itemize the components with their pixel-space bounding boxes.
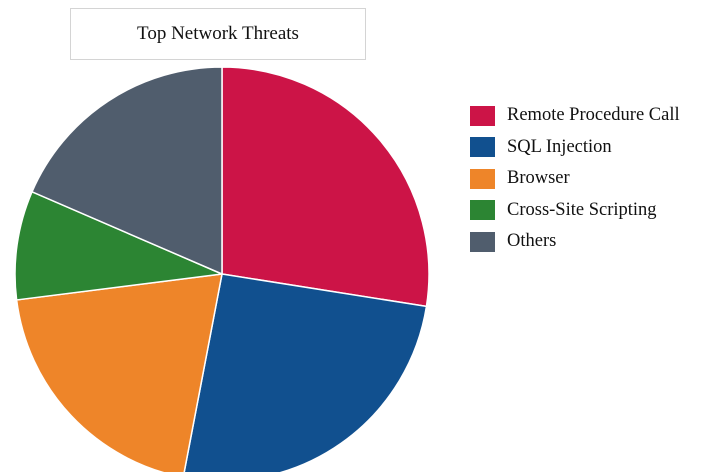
legend-label: Browser: [507, 168, 570, 189]
legend-label: Cross-Site Scripting: [507, 199, 657, 220]
legend-item[interactable]: Remote Procedure Call: [470, 100, 680, 132]
legend-label: SQL Injection: [507, 136, 612, 157]
pie-slice-browser[interactable]: [15, 273, 223, 472]
legend-swatch: [470, 168, 495, 189]
chart-title: Top Network Threats: [137, 23, 299, 44]
pie-slice-others[interactable]: [31, 66, 223, 276]
legend-item[interactable]: SQL Injection: [470, 132, 680, 164]
legend-item[interactable]: Others: [470, 226, 680, 258]
legend-swatch: [470, 105, 495, 126]
chart-title-box: Top Network Threats: [70, 8, 366, 60]
legend-label: Others: [507, 231, 557, 252]
legend-label: Remote Procedure Call: [507, 105, 680, 126]
legend: Remote Procedure Call SQL Injection Browse…: [470, 100, 680, 258]
pie-slice-remote-procedure-call[interactable]: [221, 66, 430, 308]
legend-swatch: [470, 231, 495, 252]
legend-item[interactable]: Cross-Site Scripting: [470, 195, 680, 227]
pie-slice-cross-site-scripting[interactable]: [14, 190, 225, 301]
legend-swatch: [470, 137, 495, 158]
pie-slice-sql-injection[interactable]: [183, 273, 428, 472]
legend-item[interactable]: Browser: [470, 163, 680, 195]
legend-swatch: [470, 200, 495, 221]
